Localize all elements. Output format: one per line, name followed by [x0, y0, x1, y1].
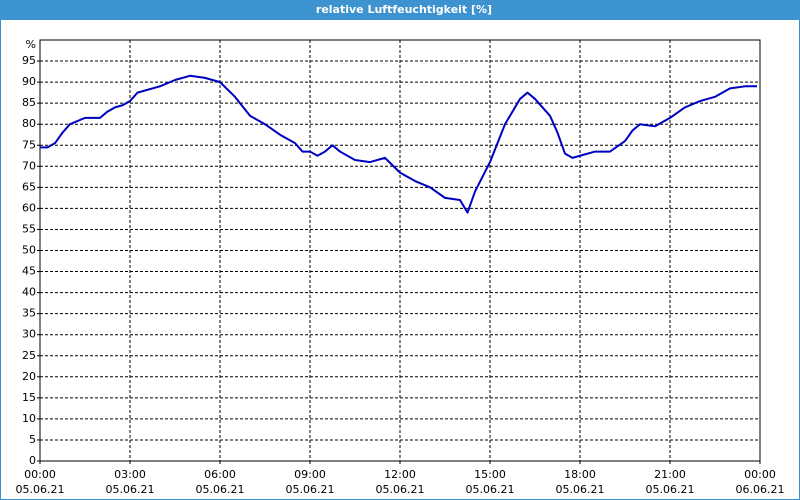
y-tick-label: 55 — [22, 222, 36, 235]
x-tick-label: 06:00 — [204, 468, 236, 481]
x-tick-label: 00:00 — [24, 468, 56, 481]
y-tick-label: 85 — [22, 96, 36, 109]
y-axis-label: % — [26, 38, 36, 51]
chart-title: relative Luftfeuchtigkeit [%] — [316, 3, 492, 16]
x-tick-label: 12:00 — [384, 468, 416, 481]
x-tick-label: 05.06.21 — [196, 483, 245, 496]
y-tick-label: 90 — [22, 75, 36, 88]
y-tick-label: 50 — [22, 244, 36, 257]
grid — [39, 40, 761, 462]
x-tick-label: 15:00 — [474, 468, 506, 481]
y-tick-label: 80 — [22, 117, 36, 130]
x-tick-label: 03:00 — [114, 468, 146, 481]
y-tick-label: 15 — [22, 391, 36, 404]
data-line — [40, 74, 757, 214]
y-tick-label: 65 — [22, 180, 36, 193]
x-tick-label: 05.06.21 — [376, 483, 425, 496]
x-tick-label: 05.06.21 — [286, 483, 335, 496]
y-tick-label: 75 — [22, 138, 36, 151]
y-tick-label: 10 — [22, 412, 36, 425]
y-tick-label: 70 — [22, 159, 36, 172]
title-bar — [0, 0, 800, 20]
x-tick-label: 05.06.21 — [646, 483, 695, 496]
x-tick-label: 05.06.21 — [556, 483, 605, 496]
x-tick-label: 09:00 — [294, 468, 326, 481]
y-tick-label: 30 — [22, 328, 36, 341]
y-tick-label: 95 — [22, 54, 36, 67]
y-tick-label: 45 — [22, 265, 36, 278]
x-tick-label: 00:00 — [744, 468, 776, 481]
y-tick-label: 5 — [29, 433, 36, 446]
y-tick-label: 40 — [22, 286, 36, 299]
x-tick-label: 18:00 — [564, 468, 596, 481]
x-tick-label: 06.06.21 — [736, 483, 785, 496]
y-tick-label: 60 — [22, 201, 36, 214]
x-tick-label: 05.06.21 — [16, 483, 65, 496]
y-tick-label: 35 — [22, 307, 36, 320]
x-tick-label: 05.06.21 — [106, 483, 155, 496]
y-tick-label: 0 — [29, 454, 36, 467]
y-tick-label: 20 — [22, 370, 36, 383]
x-tick-label: 21:00 — [654, 468, 686, 481]
x-tick-label: 05.06.21 — [466, 483, 515, 496]
y-tick-label: 25 — [22, 349, 36, 362]
